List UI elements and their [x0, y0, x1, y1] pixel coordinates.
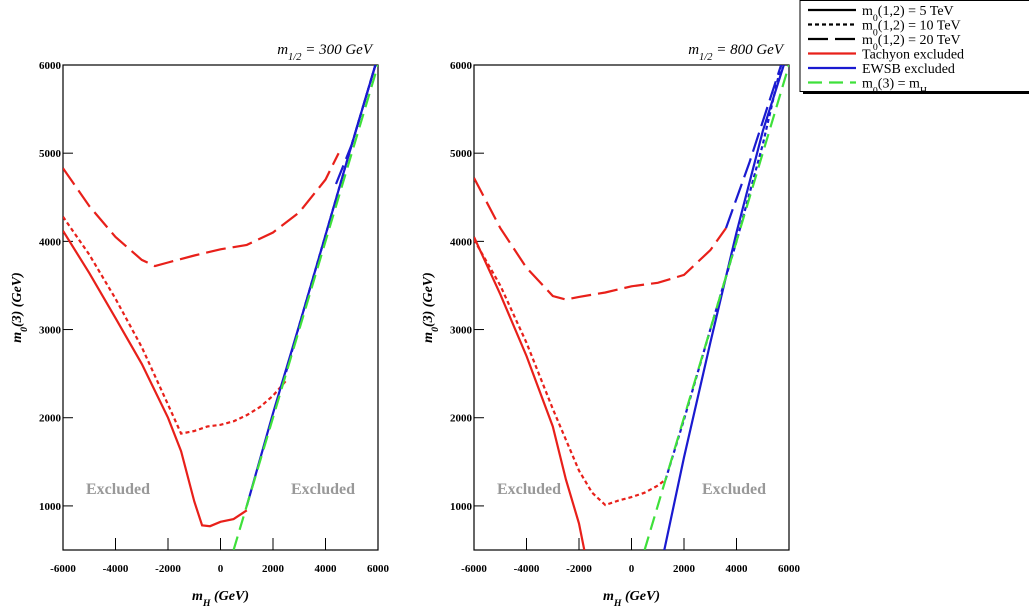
legend-label: m0(1,2) = 5 TeV — [862, 4, 954, 24]
text-part: (3) (GeV) — [421, 272, 436, 327]
y-axis-label: m0(3) (GeV) — [421, 272, 441, 343]
x-tick-label: -6000 — [50, 563, 76, 575]
text-part: m — [862, 77, 873, 92]
y-tick-label: 4000 — [39, 236, 62, 248]
text-part: m — [862, 19, 873, 34]
text-part: 0 — [873, 27, 878, 38]
x-tick-label: -6000 — [461, 563, 487, 575]
plot-area — [474, 65, 789, 550]
legend-label: EWSB excluded — [862, 62, 955, 77]
chart-title: m1/2 = 300 GeV — [277, 42, 374, 63]
curve — [334, 65, 377, 185]
curve — [232, 65, 378, 550]
curve — [285, 65, 377, 373]
panel: -6000 -4000 -2000 0 2000 4000 6000 1000 2000 3000… — [421, 42, 801, 608]
annotation: Excluded — [86, 481, 150, 498]
curve — [474, 177, 727, 301]
annotation: Excluded — [291, 481, 355, 498]
x-tick-label: 0 — [218, 563, 224, 575]
y-tick-label: 1000 — [39, 501, 62, 513]
legend-label: m0(1,2) = 10 TeV — [862, 19, 961, 39]
x-axis-label: mH (GeV) — [192, 589, 249, 608]
text-part: m — [192, 589, 203, 604]
text-part: Tachyon excluded — [862, 48, 964, 63]
panel: -6000 -4000 -2000 0 2000 4000 6000 1000 2000 3000… — [10, 42, 390, 608]
text-part: m — [421, 332, 436, 343]
text-part: m — [603, 589, 614, 604]
text-part: = 300 GeV — [301, 42, 373, 58]
text-part: (GeV) — [622, 589, 661, 604]
chart-title: m1/2 = 800 GeV — [688, 42, 785, 63]
y-tick-label: 4000 — [450, 236, 473, 248]
text-part: 0 — [873, 13, 878, 24]
legend-label: Tachyon excluded — [862, 48, 964, 63]
x-tick-label: 6000 — [367, 563, 390, 575]
y-tick-label: 3000 — [39, 325, 62, 337]
y-tick-label: 2000 — [450, 413, 473, 425]
x-tick-label: 2000 — [673, 563, 696, 575]
text-part: (GeV) — [211, 589, 250, 604]
x-tick-label: -2000 — [566, 563, 592, 575]
curve — [63, 230, 248, 528]
curve — [663, 65, 785, 550]
x-tick-label: 4000 — [315, 563, 338, 575]
curve — [643, 65, 789, 550]
text-part: m — [688, 42, 699, 58]
curve — [724, 65, 783, 229]
x-tick-label: 6000 — [778, 563, 801, 575]
x-axis-label: mH (GeV) — [603, 589, 660, 608]
text-part: EWSB excluded — [862, 62, 955, 77]
text-part: (3) (GeV) — [10, 272, 25, 327]
text-part: H — [202, 598, 211, 608]
annotation: Excluded — [497, 481, 561, 498]
text-part: 1/2 — [288, 52, 302, 63]
text-part: 0 — [873, 85, 878, 96]
y-tick-label: 3000 — [450, 325, 473, 337]
curve — [474, 236, 586, 550]
legend-box — [799, 0, 1029, 92]
y-tick-label: 2000 — [39, 413, 62, 425]
text-part: m — [277, 42, 288, 58]
text-part: 1/2 — [699, 52, 713, 63]
x-tick-label: -2000 — [155, 563, 181, 575]
text-part: m — [862, 4, 873, 19]
curve — [474, 239, 667, 507]
y-tick-label: 6000 — [39, 60, 62, 72]
x-tick-label: 4000 — [726, 563, 749, 575]
y-axis-label: m0(3) (GeV) — [10, 272, 30, 343]
x-tick-label: -4000 — [103, 563, 129, 575]
plot-area — [63, 65, 378, 550]
text-part: H — [613, 598, 622, 608]
text-part: (1,2) = 5 TeV — [878, 4, 954, 19]
curve — [63, 216, 287, 435]
text-part: (1,2) = 20 TeV — [878, 33, 961, 48]
text-part: = 800 GeV — [712, 42, 784, 58]
text-part: (3) = m — [878, 77, 920, 92]
text-part: 0 — [873, 42, 878, 53]
y-tick-label: 5000 — [450, 148, 473, 160]
text-part: 0 — [430, 327, 441, 332]
annotation: Excluded — [702, 481, 766, 498]
x-tick-label: -4000 — [514, 563, 540, 575]
legend-label: m0(1,2) = 20 TeV — [862, 33, 961, 53]
curve — [664, 65, 783, 480]
y-tick-label: 1000 — [450, 501, 473, 513]
x-tick-label: 0 — [629, 563, 635, 575]
y-tick-label: 5000 — [39, 148, 62, 160]
text-part: 0 — [19, 327, 30, 332]
plot-frame — [473, 64, 790, 551]
curve — [63, 152, 340, 268]
text-part: m — [10, 332, 25, 343]
text-part: H — [920, 85, 927, 96]
legend-label: m0(3) = mH — [862, 77, 927, 97]
text-part: (1,2) = 10 TeV — [878, 19, 961, 34]
x-tick-label: 2000 — [262, 563, 285, 575]
y-tick-label: 6000 — [450, 60, 473, 72]
text-part: m — [862, 33, 873, 48]
